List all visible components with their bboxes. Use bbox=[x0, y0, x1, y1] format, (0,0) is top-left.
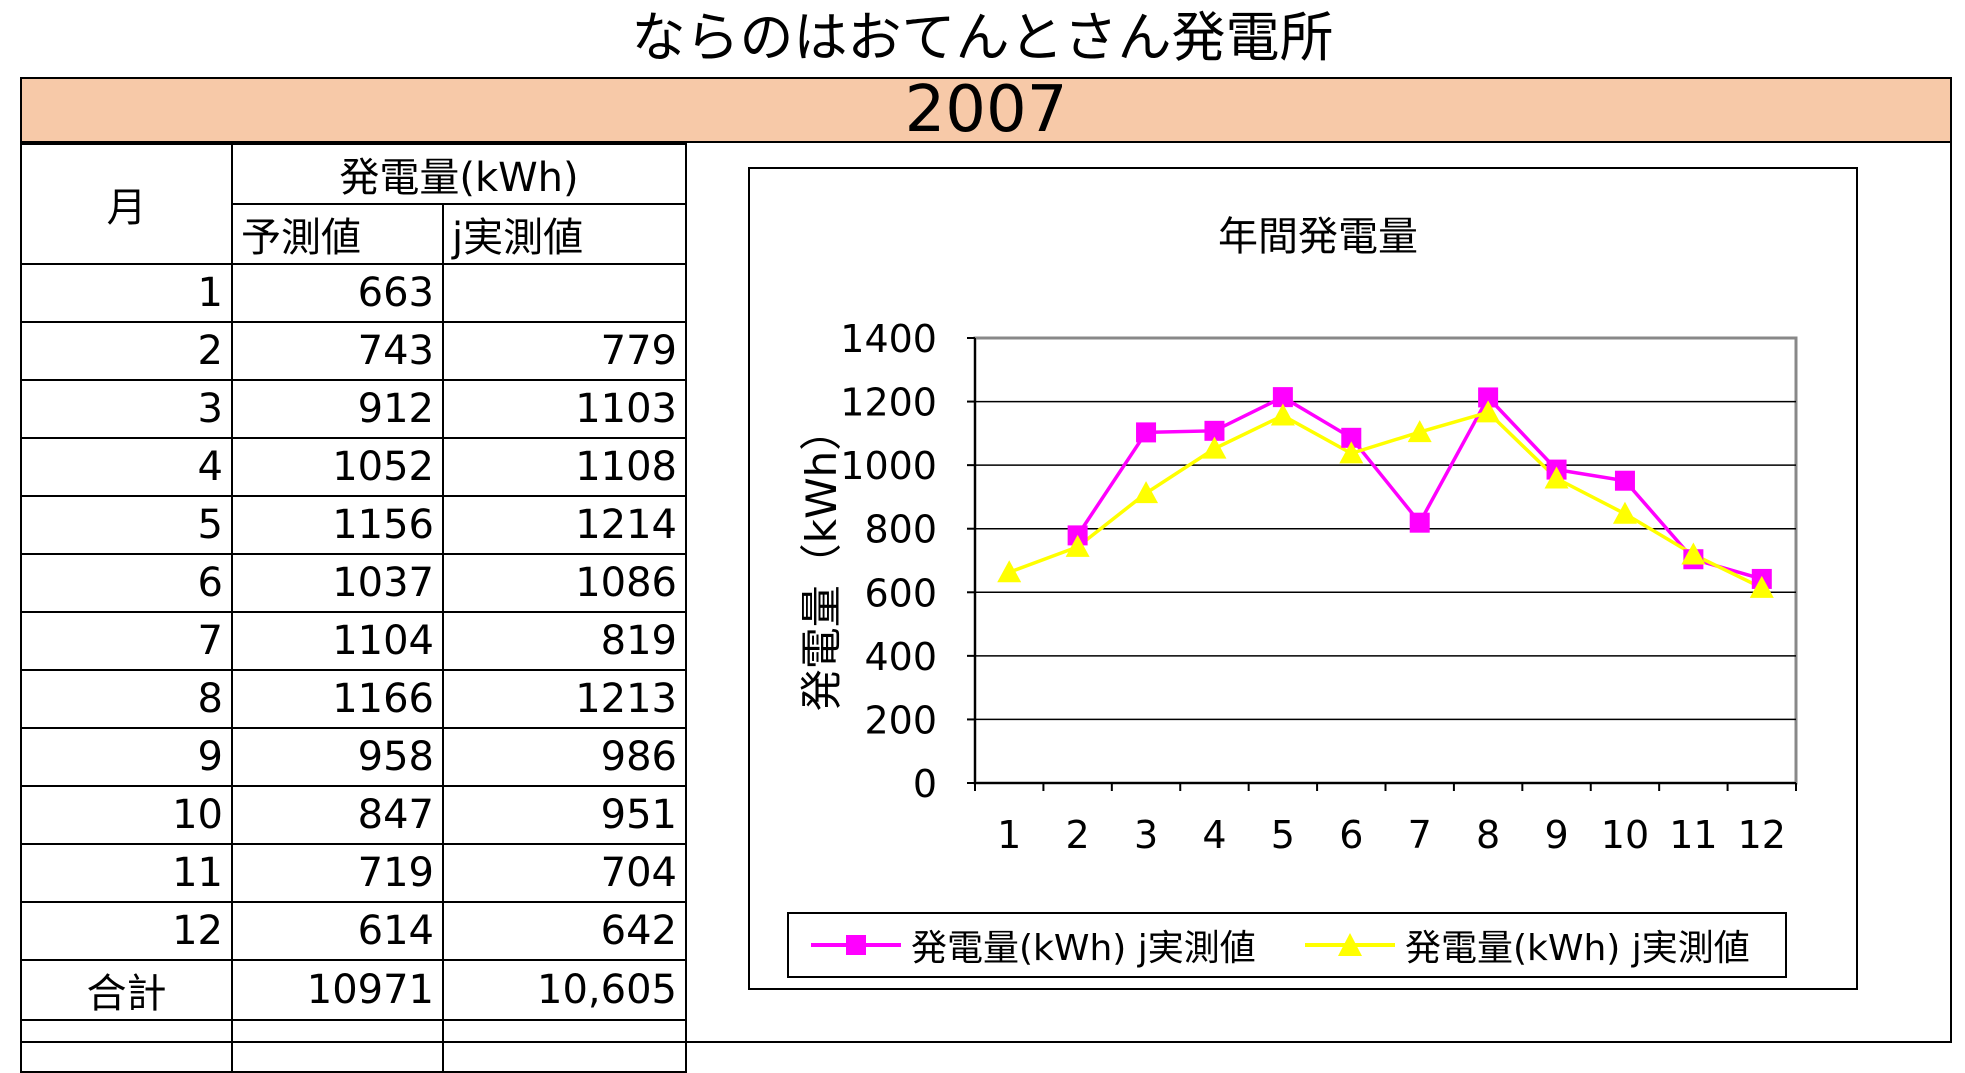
predicted-cell: 958 bbox=[231, 727, 444, 787]
month-cell: 2 bbox=[20, 321, 233, 381]
year-banner: 2007 bbox=[20, 77, 1952, 143]
blank-cell bbox=[231, 1019, 444, 1073]
month-cell: 7 bbox=[20, 611, 233, 671]
actual-cell: 1108 bbox=[442, 437, 687, 497]
blank-cell bbox=[442, 1019, 687, 1073]
page-title: ならのはおてんとさん発電所 bbox=[631, 6, 1334, 69]
month-cell: 10 bbox=[20, 785, 233, 845]
predicted-cell: 1037 bbox=[231, 553, 444, 613]
month-cell: 6 bbox=[20, 553, 233, 613]
table-row: 3 912 1103 bbox=[20, 379, 687, 439]
chart-legend: 発電量(kWh) j実測値 発電量(kWh) j実測値 bbox=[787, 912, 1787, 978]
month-cell: 1 bbox=[20, 263, 233, 323]
chart-area bbox=[748, 167, 1858, 990]
month-cell: 8 bbox=[20, 669, 233, 729]
actual-cell: 779 bbox=[442, 321, 687, 381]
table-row: 6 1037 1086 bbox=[20, 553, 687, 613]
legend-marker-predicted bbox=[1305, 933, 1395, 956]
generation-table: 月 発電量(kWh) 予測値 j実測値 1 663 2 743 779 3 912 1103 4… bbox=[20, 143, 687, 1073]
actual-header: j実測値 bbox=[442, 203, 687, 265]
actual-cell: 1213 bbox=[442, 669, 687, 729]
actual-cell: 1103 bbox=[442, 379, 687, 439]
month-cell: 3 bbox=[20, 379, 233, 439]
predicted-cell: 614 bbox=[231, 901, 444, 961]
legend-item-predicted: 発電量(kWh) j実測値 bbox=[1305, 914, 1750, 976]
table-row: 7 1104 819 bbox=[20, 611, 687, 671]
total-row: 合計 10971 10,605 bbox=[20, 959, 687, 1021]
predicted-cell: 1156 bbox=[231, 495, 444, 555]
month-cell: 12 bbox=[20, 901, 233, 961]
predicted-cell: 912 bbox=[231, 379, 444, 439]
legend-item-actual: 発電量(kWh) j実測値 bbox=[811, 914, 1256, 976]
legend-label-predicted: 発電量(kWh) j実測値 bbox=[1405, 928, 1750, 969]
month-header: 月 bbox=[20, 143, 233, 265]
actual-cell: 704 bbox=[442, 843, 687, 903]
legend-label-actual: 発電量(kWh) j実測値 bbox=[911, 928, 1256, 969]
month-cell: 5 bbox=[20, 495, 233, 555]
total-actual-cell: 10,605 bbox=[442, 959, 687, 1021]
actual-cell: 819 bbox=[442, 611, 687, 671]
table-row: 8 1166 1213 bbox=[20, 669, 687, 729]
predicted-cell: 743 bbox=[231, 321, 444, 381]
table-row: 12 614 642 bbox=[20, 901, 687, 961]
table-row: 1 663 bbox=[20, 263, 687, 323]
month-cell: 11 bbox=[20, 843, 233, 903]
table-body: 月 発電量(kWh) 予測値 j実測値 1 663 2 743 779 3 912 1103 4… bbox=[20, 143, 687, 1073]
total-predicted-cell: 10971 bbox=[231, 959, 444, 1021]
generation-group-header: 発電量(kWh) bbox=[231, 143, 687, 205]
table-row: 5 1156 1214 bbox=[20, 495, 687, 555]
actual-cell bbox=[442, 263, 687, 323]
table-row: 2 743 779 bbox=[20, 321, 687, 381]
table-row: 9 958 986 bbox=[20, 727, 687, 787]
predicted-cell: 719 bbox=[231, 843, 444, 903]
blank-row bbox=[20, 1019, 687, 1073]
actual-cell: 951 bbox=[442, 785, 687, 845]
predicted-cell: 663 bbox=[231, 263, 444, 323]
predicted-cell: 847 bbox=[231, 785, 444, 845]
month-cell: 4 bbox=[20, 437, 233, 497]
actual-cell: 1214 bbox=[442, 495, 687, 555]
table-row: 11 719 704 bbox=[20, 843, 687, 903]
predicted-cell: 1052 bbox=[231, 437, 444, 497]
actual-cell: 642 bbox=[442, 901, 687, 961]
actual-cell: 1086 bbox=[442, 553, 687, 613]
table-row: 10 847 951 bbox=[20, 785, 687, 845]
table-row: 4 1052 1108 bbox=[20, 437, 687, 497]
month-cell: 9 bbox=[20, 727, 233, 787]
actual-cell: 986 bbox=[442, 727, 687, 787]
total-label: 合計 bbox=[20, 959, 233, 1021]
predicted-header: 予測値 bbox=[231, 203, 444, 265]
predicted-cell: 1166 bbox=[231, 669, 444, 729]
blank-cell bbox=[20, 1019, 233, 1073]
legend-marker-actual bbox=[811, 935, 901, 955]
predicted-cell: 1104 bbox=[231, 611, 444, 671]
